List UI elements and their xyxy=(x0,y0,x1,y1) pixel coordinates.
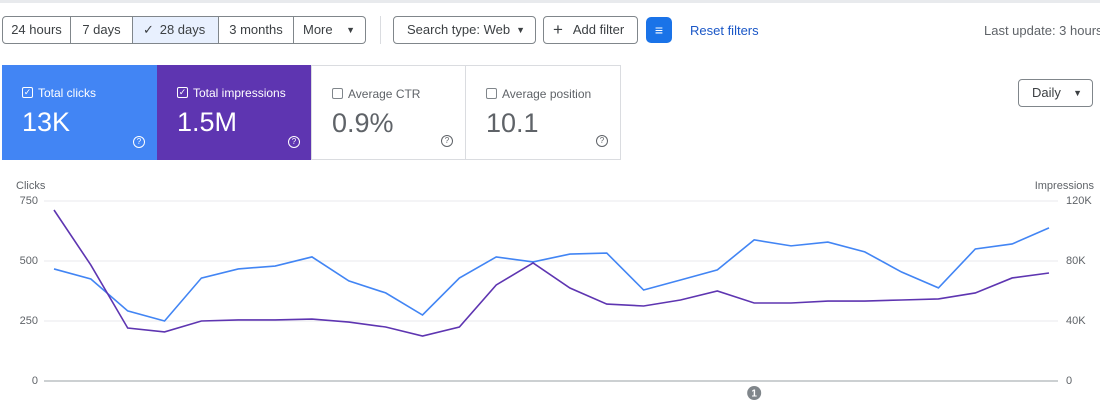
metric-card[interactable]: ✓ Total clicks 13K? xyxy=(2,65,157,160)
y-tick-label: 250 xyxy=(20,315,38,327)
metric-label: Average CTR xyxy=(348,87,421,101)
search-type-label: Search type: Web xyxy=(407,22,511,37)
metric-label: Average position xyxy=(502,87,592,101)
y-tick-label: 750 xyxy=(20,195,38,207)
add-filter-button[interactable]: + Add filter xyxy=(543,16,638,44)
y-tick-label: 0 xyxy=(32,375,38,387)
last-update: Last update: 3 hours xyxy=(984,23,1100,38)
y-axis-label: Clicks xyxy=(16,180,46,192)
checkbox[interactable] xyxy=(486,88,497,99)
filter-icon-button[interactable]: ≡ xyxy=(646,17,672,43)
y2-tick-label: 40K xyxy=(1066,315,1086,327)
metric-value: 1.5M xyxy=(177,107,238,137)
help-icon[interactable]: ? xyxy=(441,135,453,147)
dropdown-arrow: ▼ xyxy=(1073,88,1082,98)
check-icon: ✓ xyxy=(143,22,154,37)
date-button[interactable]: 3 months xyxy=(219,16,294,44)
annotation-label: 1 xyxy=(751,389,757,400)
top-stripe xyxy=(0,0,1100,3)
checkbox[interactable] xyxy=(332,88,343,99)
granularity-button[interactable]: Daily ▼ xyxy=(1018,79,1093,107)
series-line xyxy=(53,209,1050,337)
y2-axis-label: Impressions xyxy=(1035,180,1095,192)
separator xyxy=(380,16,381,44)
search-type-button[interactable]: Search type: Web ▼ xyxy=(393,16,536,44)
date-button[interactable]: 24 hours xyxy=(2,16,71,44)
y2-tick-label: 120K xyxy=(1066,195,1092,207)
reset-filters-link[interactable]: Reset filters xyxy=(690,23,759,38)
more-button[interactable]: More ▼ xyxy=(294,16,366,44)
metric-label: Total clicks xyxy=(38,86,97,100)
date-label: 28 days xyxy=(159,22,206,37)
metric-value: 0.9% xyxy=(332,108,394,138)
dropdown-arrow: ▼ xyxy=(346,25,355,35)
y2-tick-label: 80K xyxy=(1066,255,1086,267)
metric-value: 10.1 xyxy=(486,108,539,138)
dropdown-arrow: ▼ xyxy=(516,25,525,35)
metric-card[interactable]: Average CTR 0.9%? xyxy=(311,65,466,160)
y2-tick-label: 0 xyxy=(1066,375,1072,387)
help-icon[interactable]: ? xyxy=(596,135,608,147)
add-filter-label: Add filter xyxy=(572,22,625,37)
checkbox[interactable]: ✓ xyxy=(177,87,188,98)
annotation-marker xyxy=(747,386,762,400)
metric-value: 13K xyxy=(22,107,71,137)
plus-icon: + xyxy=(553,20,563,39)
metric-card[interactable]: Average position 10.1? xyxy=(466,65,621,160)
date-button[interactable]: 7 days xyxy=(71,16,133,44)
help-icon[interactable]: ? xyxy=(288,136,300,148)
chart: Clicks Impressions 0 250 500 750 0 40K 80K 120K… xyxy=(16,180,1095,400)
metric-label: Total impressions xyxy=(193,86,286,100)
metric-card[interactable]: ✓ Total impressions 1.5M? xyxy=(157,65,312,160)
series-line xyxy=(53,227,1050,322)
more-label: More xyxy=(303,22,333,37)
y-tick-label: 500 xyxy=(20,255,38,267)
checkbox[interactable]: ✓ xyxy=(22,87,33,98)
help-icon[interactable]: ? xyxy=(133,136,145,148)
date-button-selected[interactable]: ✓ 28 days xyxy=(133,16,219,44)
granularity-label: Daily xyxy=(1032,85,1061,100)
